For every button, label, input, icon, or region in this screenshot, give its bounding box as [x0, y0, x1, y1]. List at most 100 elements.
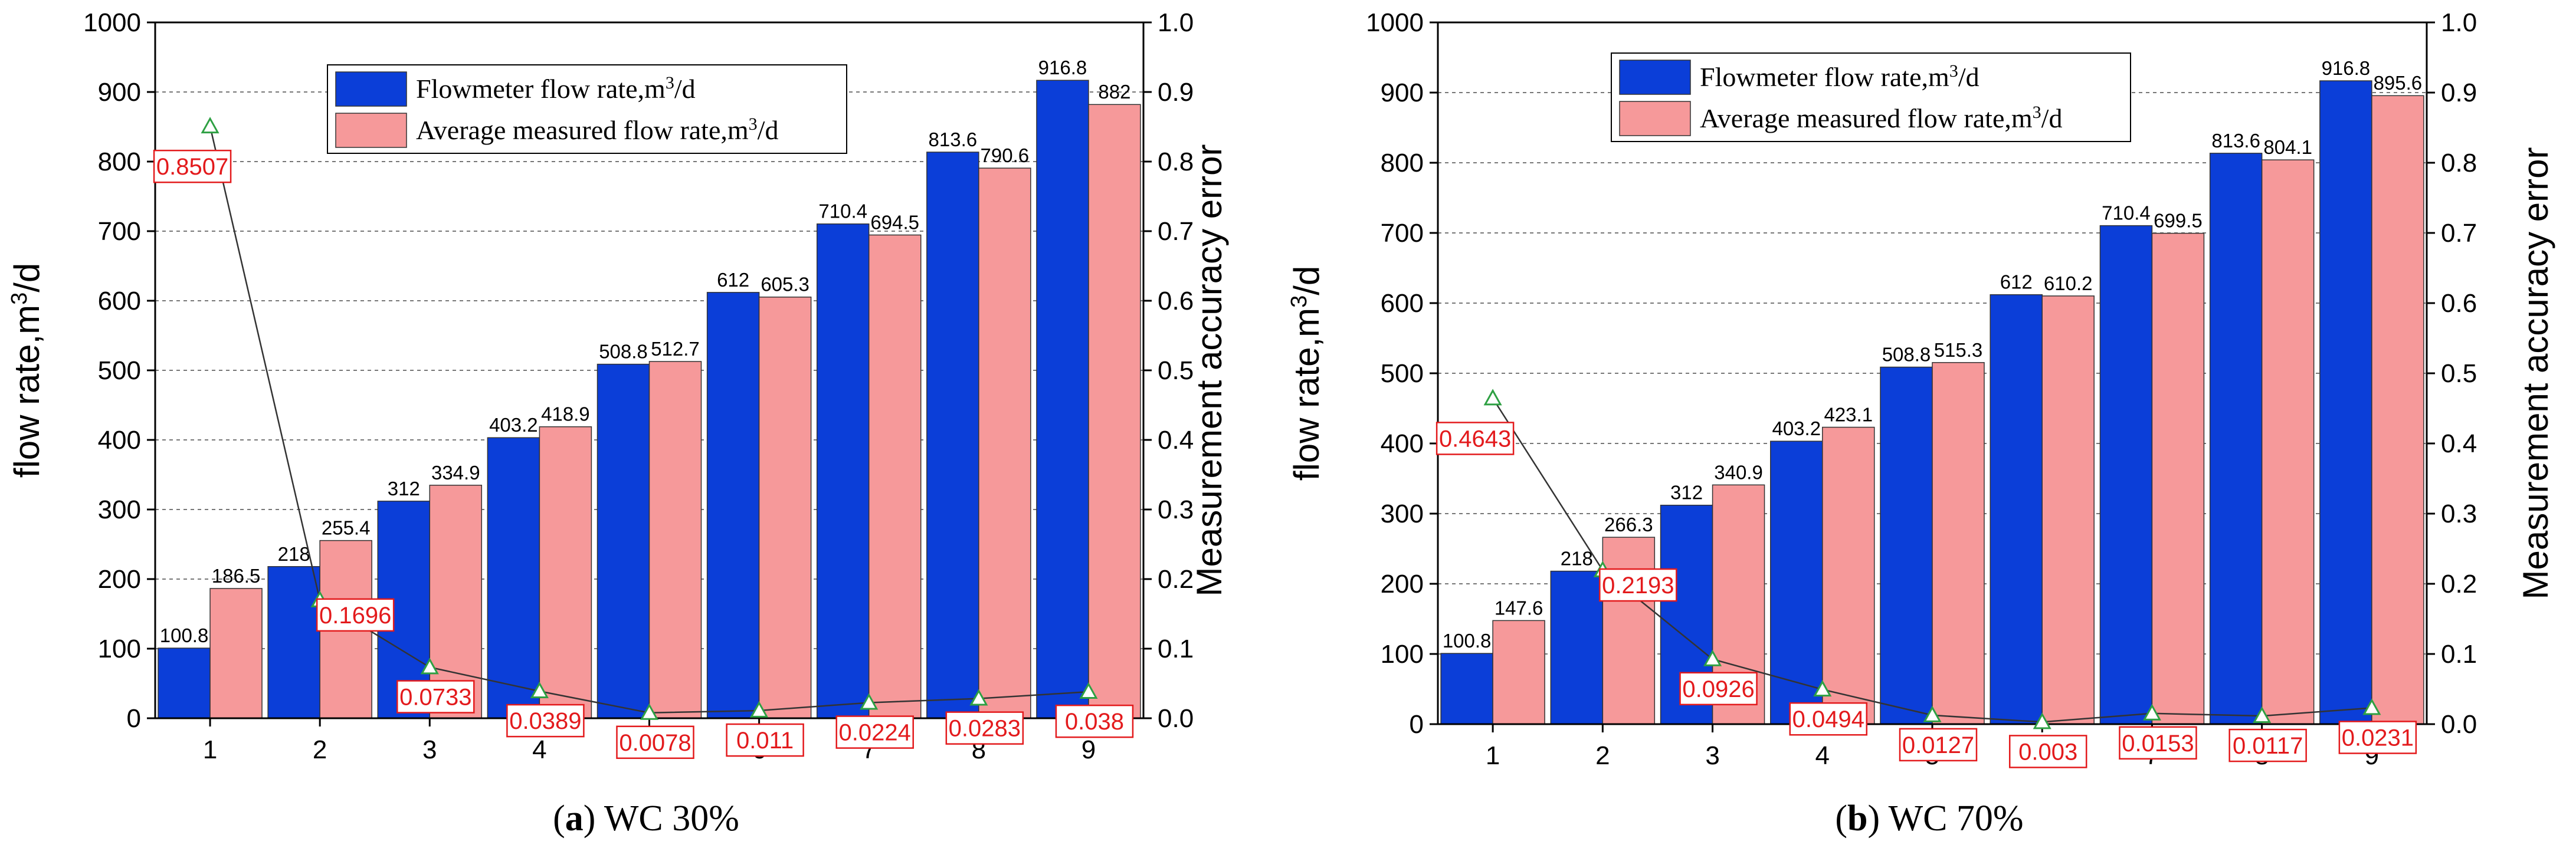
left-axis: 0 100 200 300 400 500 600 700 800 900 1000: [83, 8, 155, 733]
measured-bar-label: 423.1: [1824, 404, 1873, 426]
error-label-box: [726, 723, 804, 757]
error-marker: [750, 701, 769, 718]
left-axis-tick-label: 200: [98, 565, 141, 594]
measured-bar: [429, 485, 483, 719]
error-marker: [2253, 706, 2272, 723]
flowmeter-bar-label: 218: [1561, 548, 1593, 570]
x-axis-tick-label: 4: [1815, 741, 1830, 770]
right-axis-tick-label: 1.0: [1158, 8, 1194, 37]
right-axis: 0.0 0.1 0.2 0.3 0.4 0.5 0.6 0.7 0.8 0.9 1.0: [1143, 8, 1194, 733]
measured-bar-label: 512.7: [651, 338, 700, 360]
measured-bar-label: 418.9: [541, 403, 590, 425]
right-axis-tick-label: 0.6: [1158, 287, 1194, 315]
right-axis-tick-label: 0.2: [2441, 570, 2477, 599]
right-axis-tick-label: 0.7: [2441, 219, 2477, 248]
error-marker: [1703, 649, 1722, 666]
measured-bar-label: 334.9: [431, 462, 480, 484]
left-axis-tick-label: 900: [98, 78, 141, 107]
error-label: 0.0231: [2342, 725, 2414, 751]
chart-panel-a: 100.8218312403.2508.8612710.4813.6916.81…: [7, 8, 1229, 839]
legend: Flowmeter flow rate,m 3/d Average measured…: [327, 64, 847, 154]
error-label: 0.0733: [399, 685, 471, 711]
x-axis-tick-label: 9: [1081, 735, 1096, 764]
error-label-box: [2008, 735, 2087, 768]
flowmeter-bar: [1880, 366, 1933, 725]
flowmeter-bar-label: 813.6: [929, 129, 978, 150]
legend-label-unit: /d: [674, 74, 696, 104]
measured-bar: [978, 167, 1031, 719]
right-axis-tick-label: 0.0: [1158, 704, 1194, 733]
error-label-box: [1436, 422, 1515, 455]
error-marker: [860, 693, 879, 710]
measured-bar: [1492, 620, 1545, 725]
error-label: 0.0389: [509, 708, 581, 734]
right-axis-tick-label: 0.8: [2441, 149, 2477, 177]
legend-label-text: Flowmeter flow rate,m: [1700, 62, 1949, 92]
caption-text: WC 30%: [604, 798, 739, 839]
x-axis-tick-label: 1: [203, 735, 217, 764]
left-axis-tick-label: 600: [1381, 289, 1424, 318]
error-label-box: [2338, 721, 2417, 754]
bars: 100.8 218 312 403.2 508.8 612 710.4 813.6 916.8 1…: [158, 57, 1141, 719]
measured-bar-label: 895.6: [2374, 72, 2423, 94]
flowmeter-bar-label: 612: [717, 269, 749, 291]
right-axis-tick-label: 0.3: [2441, 499, 2477, 528]
flowmeter-bar-label: 100.8: [1443, 630, 1492, 652]
measured-bar: [1932, 362, 1985, 725]
y-axis-title-unit: /d: [7, 263, 47, 292]
flowmeter-bar-label: 916.8: [1038, 57, 1087, 78]
x-axis-tick-label: 1: [1486, 741, 1500, 770]
left-axis-tick-label: 400: [98, 426, 141, 455]
error-marker: [1483, 389, 1502, 406]
flowmeter-bar-label: 312: [388, 478, 420, 499]
legend-label: Average measured flow rate,m3/d: [1700, 103, 2062, 134]
right-axis-tick-label: 0.1: [2441, 640, 2477, 669]
measured-bar-label: 266.3: [1604, 514, 1653, 535]
right-axis-tick-label: 0.0: [2441, 710, 2477, 739]
legend-label-text: Average measured flow rate,m: [416, 115, 749, 145]
legend-label-superscript: 3: [1949, 61, 1958, 81]
error-label-box: [396, 680, 475, 714]
flowmeter-bar-label: 312: [1670, 482, 1703, 504]
error-label: 0.0127: [1902, 732, 1974, 758]
legend-label-superscript: 3: [749, 114, 758, 134]
error-label: 0.0078: [619, 730, 691, 756]
right-axis: 0.0 0.1 0.2 0.3 0.4 0.5 0.6 0.7 0.8 0.9 1.0: [2427, 8, 2477, 739]
legend: Flowmeter flow rate,m3/d Average measured…: [1611, 52, 2131, 142]
caption-open-paren: (: [553, 798, 565, 839]
right-axis-tick-label: 0.9: [1158, 78, 1194, 107]
measured-bar: [1822, 426, 1875, 725]
right-axis-tick-label: 0.4: [1158, 426, 1194, 455]
x-axis-tick-label: 2: [313, 735, 327, 764]
measured-bar-label: 515.3: [1934, 339, 1983, 361]
x-axis-tick-label: 4: [532, 735, 546, 764]
legend-swatch-flowmeter: [335, 71, 407, 107]
left-axis-tick-label: 200: [1381, 570, 1424, 599]
error-series: 0.4643 0.2193 0.0926 0.0494 0.0127 0.003 0.015…: [1436, 389, 2417, 768]
left-axis-tick-label: 500: [98, 356, 141, 385]
measured-bar: [2041, 295, 2095, 725]
error-label-box: [153, 149, 232, 183]
error-label-box: [835, 715, 914, 749]
legend-label-text: Flowmeter flow rate,m: [416, 74, 666, 104]
flowmeter-bar: [2319, 80, 2372, 725]
flowmeter-bar-label: 612: [2000, 271, 2033, 293]
measured-bar-label: 147.6: [1495, 597, 1543, 619]
legend-swatch-measured: [1619, 101, 1691, 136]
flowmeter-bar-label: 508.8: [599, 341, 648, 363]
legend-label-unit: /d: [1958, 62, 1979, 92]
left-axis-tick-label: 1000: [83, 8, 141, 37]
legend-label: Flowmeter flow rate,m3/d: [1700, 61, 1979, 93]
right-axis-tick-label: 0.6: [2441, 289, 2477, 318]
flowmeter-bar: [487, 437, 540, 719]
flowmeter-bar-label: 710.4: [2102, 202, 2151, 224]
error-label: 0.8507: [156, 154, 228, 180]
measured-bar: [539, 426, 592, 719]
right-axis-tick-label: 0.9: [2441, 78, 2477, 107]
error-label-box: [1055, 704, 1134, 738]
measured-bar-label: 186.5: [212, 565, 261, 587]
y-axis-title-superscript: 3: [7, 292, 32, 305]
legend-box: [327, 64, 847, 154]
error-label-box: [616, 725, 694, 760]
flowmeter-bar: [706, 292, 760, 719]
